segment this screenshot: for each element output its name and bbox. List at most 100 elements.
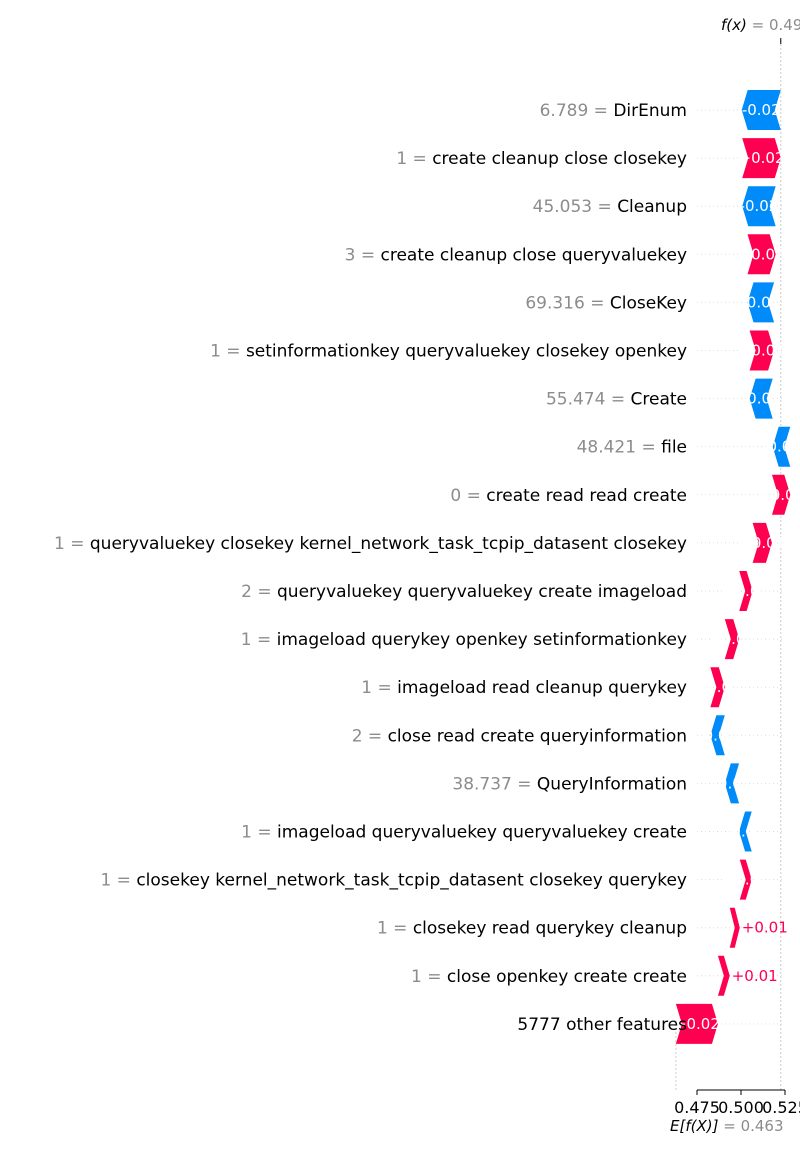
feature-value: 0 =: [450, 486, 486, 506]
bottom-efx-value: 0.463: [741, 1117, 784, 1135]
feature-name: queryvaluekey queryvaluekey create image…: [277, 582, 687, 602]
feature-name: create read read create: [486, 486, 687, 506]
feature-label: 38.737 = QueryInformation: [452, 774, 687, 794]
bar-value-label: -0.01: [762, 438, 800, 456]
negative-bar: [772, 426, 791, 467]
positive-bar: [742, 138, 781, 179]
bar-value-label: +0.01: [732, 967, 778, 985]
feature-name: setinformationkey queryvaluekey closekey…: [246, 342, 687, 362]
positive-bar: [729, 907, 740, 948]
feature-name: close openkey create create: [447, 967, 687, 987]
feature-label: 1 = imageload querykey openkey setinform…: [241, 630, 687, 650]
feature-label: 2 = close read create queryinformation: [352, 726, 687, 746]
bar-value-label: +0.01: [739, 342, 785, 360]
positive-bar: [771, 474, 791, 515]
feature-name: close read create queryinformation: [388, 726, 687, 746]
feature-name: create cleanup close closekey: [432, 149, 687, 169]
positive-bar: [710, 667, 725, 708]
negative-bar: [710, 715, 725, 756]
feature-value: 1 =: [210, 342, 246, 362]
top-fx-label: f(x) = 0.49: [721, 16, 800, 34]
bars: -0.02 +0.02 -0.02 +0.02 -0.02 +0.01 -0.01 -0.01…: [674, 90, 800, 1044]
feature-value: 1 =: [241, 823, 277, 843]
feature-value: 1 =: [377, 919, 413, 939]
feature-name: create cleanup close queryvaluekey: [380, 245, 687, 265]
feature-label: 3 = create cleanup close queryvaluekey: [345, 245, 687, 265]
feature-label: 48.421 = file: [577, 438, 687, 458]
feature-value: 1 =: [411, 967, 447, 987]
bar-value-label: -0.02: [741, 293, 780, 311]
bar-value-label: +0.01: [723, 871, 769, 889]
feature-name: imageload queryvaluekey queryvaluekey cr…: [277, 823, 687, 843]
feature-label: 1 = closekey read querykey cleanup: [377, 919, 687, 939]
feature-label: 0 = create read read create: [450, 486, 687, 506]
feature-label: 1 = setinformationkey queryvaluekey clos…: [210, 342, 687, 362]
bar-value-label: -0.01: [698, 726, 737, 744]
top-fx-equals: =: [752, 16, 769, 34]
feature-name: DirEnum: [613, 101, 687, 121]
bar-value-label: +0.01: [739, 534, 785, 552]
negative-bar: [741, 90, 781, 130]
bottom-efx-label: E[f(X)] = 0.463: [670, 1117, 784, 1135]
feature-label: 55.474 = Create: [546, 390, 687, 410]
negative-bar: [739, 811, 752, 852]
feature-value: 2 =: [241, 582, 277, 602]
feature-value: 6.789 =: [540, 101, 614, 121]
feature-name: file: [661, 438, 687, 458]
feature-labels: 6.789 = DirEnum 1 = create cleanup close …: [54, 101, 687, 1035]
bar-value-label: -0.02: [740, 197, 779, 215]
bar-value-label: +0.02: [739, 149, 785, 167]
negative-bar: [749, 378, 773, 419]
feature-name: imageload querykey openkey setinformatio…: [277, 630, 687, 650]
positive-bar: [717, 955, 730, 996]
feature-name: queryvaluekey closekey kernel_network_ta…: [90, 534, 687, 554]
feature-name: Cleanup: [617, 197, 687, 217]
negative-bar: [747, 282, 775, 323]
x-tick-label: 0.475: [674, 1098, 720, 1117]
feature-value: 1 =: [54, 534, 90, 554]
positive-bar: [749, 330, 775, 371]
negative-bar: [742, 186, 776, 227]
bottom-efx-symbol: E[f(X)]: [670, 1117, 719, 1135]
feature-name: Create: [631, 390, 688, 410]
bar-value-label: -0.01: [726, 823, 765, 841]
grid-lines: [675, 38, 785, 1090]
bar-value-label: +0.02: [739, 245, 785, 263]
feature-value: 2 =: [352, 726, 388, 746]
feature-value: 69.316 =: [525, 293, 610, 313]
bar-value-label: -0.01: [713, 774, 752, 792]
feature-label: 1 = queryvaluekey closekey kernel_networ…: [54, 534, 687, 554]
feature-name: QueryInformation: [537, 774, 687, 794]
positive-bar: [675, 1003, 718, 1044]
feature-label: 1 = imageload queryvaluekey queryvalueke…: [241, 823, 687, 843]
feature-label: 5777 other features: [517, 1015, 687, 1035]
feature-label: 2 = queryvaluekey queryvaluekey create i…: [241, 582, 687, 602]
feature-label: 1 = imageload read cleanup querykey: [361, 678, 687, 698]
bar-value-label: +0.02: [674, 1015, 720, 1033]
feature-label: 1 = closekey kernel_network_task_tcpip_d…: [100, 871, 687, 891]
feature-label: 1 = close openkey create create: [411, 967, 687, 987]
feature-value: 1 =: [241, 630, 277, 650]
feature-name: imageload read cleanup querykey: [397, 678, 687, 698]
bottom-efx-equals: =: [723, 1117, 740, 1135]
x-tick-label: 0.500: [718, 1098, 764, 1117]
positive-bar: [724, 619, 740, 660]
top-fx-symbol: f(x): [721, 16, 747, 34]
feature-name: closekey kernel_network_task_tcpip_datas…: [136, 871, 687, 891]
x-tick-label: 0.525: [762, 1098, 800, 1117]
feature-value: 48.421 =: [577, 438, 662, 458]
feature-name: closekey read querykey cleanup: [413, 919, 687, 939]
feature-value: 38.737 =: [452, 774, 537, 794]
negative-bar: [724, 763, 740, 804]
feature-value: 45.053 =: [533, 197, 618, 217]
positive-bar: [752, 522, 772, 563]
feature-label: 69.316 = CloseKey: [525, 293, 687, 313]
bar-value-label: -0.01: [742, 390, 781, 408]
feature-label: 1 = create cleanup close closekey: [396, 149, 687, 169]
top-fx-value: 0.49: [769, 16, 800, 34]
feature-value: 1 =: [100, 871, 136, 891]
bar-value-label: -0.02: [742, 101, 781, 119]
bar-value-label: +0.01: [758, 486, 800, 504]
